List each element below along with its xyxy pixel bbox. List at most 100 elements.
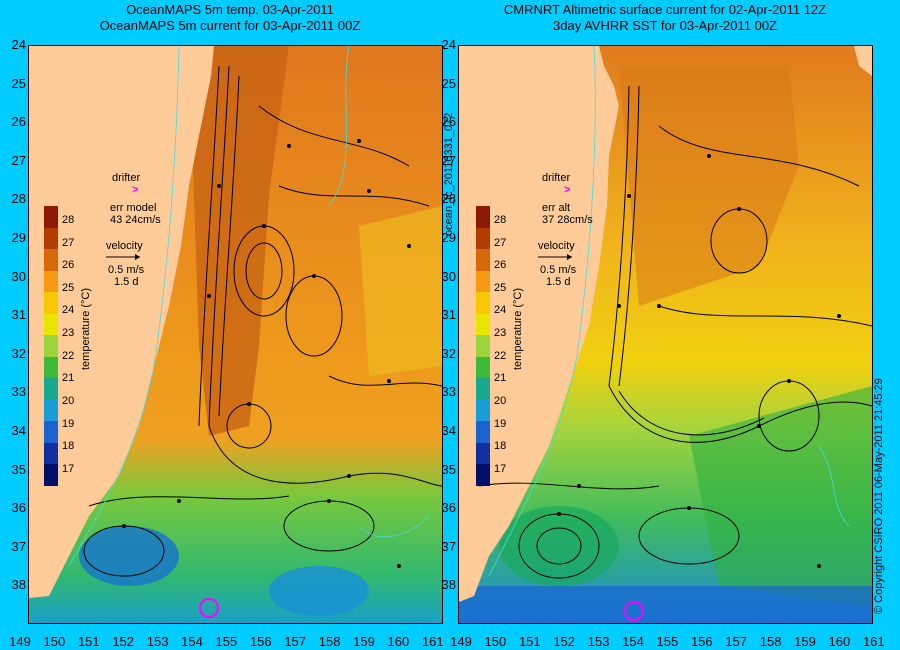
colorbar-swatch <box>44 421 58 444</box>
right-title-line1: CMRNRT Altimetric surface current for 02… <box>503 2 827 17</box>
left-y-tick: 27 <box>11 152 26 168</box>
colorbar-swatch <box>44 464 58 487</box>
left-y-tick: 31 <box>11 307 26 323</box>
left-y-tick: 32 <box>11 345 26 361</box>
colorbar-swatch <box>44 399 58 422</box>
right-y-tick: 38 <box>441 577 456 593</box>
colorbar-tick: 22 <box>62 349 75 362</box>
right-y-tick: 34 <box>441 423 456 438</box>
left-x-tick: 155 <box>215 634 238 649</box>
colorbar-tick: 25 <box>62 281 75 294</box>
left-x-tick: 156 <box>249 634 272 649</box>
right-y-tick: 37 <box>441 538 456 554</box>
right-y-tick: 26 <box>441 114 456 130</box>
copyright-label: © Copyright CSIRO 2011 06-May-2011 21:45… <box>873 378 885 614</box>
left-y-tick: 26 <box>11 114 26 130</box>
colorbar-swatch <box>476 464 490 487</box>
colorbar-swatch <box>476 270 490 293</box>
left-velocity-arrow-icon <box>106 254 140 260</box>
colorbar-swatch <box>476 313 490 336</box>
left-y-tick: 38 <box>11 577 26 593</box>
left-y-tick: 28 <box>11 191 26 207</box>
right-x-tick: 159 <box>794 634 816 649</box>
right-panel-title: CMRNRT Altimetric surface current for 02… <box>455 2 875 34</box>
right-x-tick: 158 <box>759 634 782 649</box>
model-run-id-label: ocean_fc_20110331_072 <box>443 112 455 236</box>
right-y-tick: 35 <box>441 461 456 477</box>
colorbar-swatch <box>44 292 58 315</box>
colorbar-swatch <box>476 206 490 229</box>
colorbar-tick: 17 <box>494 462 507 475</box>
colorbar-swatch <box>44 356 58 379</box>
colorbar-tick: 20 <box>494 394 507 407</box>
colorbar-tick: 24 <box>62 304 75 317</box>
right-y-tick: 27 <box>441 152 456 168</box>
left-err-label: err model <box>110 202 157 214</box>
colorbar-tick: 18 <box>494 440 507 453</box>
colorbar-swatch <box>44 378 58 401</box>
right-x-tick: 152 <box>553 634 576 649</box>
colorbar-tick: 25 <box>494 281 507 294</box>
left-y-tick: 24 <box>11 37 26 52</box>
colorbar-tick: 27 <box>62 236 75 249</box>
colorbar-tick: 21 <box>494 372 507 385</box>
left-map-svg <box>29 46 442 623</box>
right-err-label: err alt <box>542 202 571 214</box>
right-velocity-value: 0.5 m/s <box>540 264 577 276</box>
right-err-values: 37 28cm/s <box>542 214 593 226</box>
right-y-tick: 31 <box>441 307 456 323</box>
right-x-tick: 153 <box>587 634 610 649</box>
left-colorbar-title: temperature (°C) <box>80 287 92 370</box>
left-err-values: 43 24cm/s <box>110 214 161 226</box>
left-x-tick: 160 <box>387 634 410 649</box>
colorbar-swatch <box>476 249 490 272</box>
colorbar-swatch <box>44 227 58 250</box>
right-y-tick: 24 <box>441 37 456 52</box>
colorbar-swatch <box>476 356 490 379</box>
colorbar-swatch <box>476 335 490 358</box>
colorbar-tick: 26 <box>494 259 507 272</box>
right-x-tick: 155 <box>656 634 679 649</box>
colorbar-swatch <box>476 399 490 422</box>
right-map-svg <box>459 46 872 623</box>
right-colorbar <box>476 206 490 487</box>
right-x-tick: 149 <box>450 634 472 649</box>
colorbar-swatch <box>476 292 490 315</box>
left-y-tick: 37 <box>11 538 26 554</box>
right-x-tick: 151 <box>518 634 541 649</box>
right-y-tick: 30 <box>441 268 456 284</box>
left-x-tick: 159 <box>353 634 375 649</box>
colorbar-swatch <box>44 249 58 272</box>
left-drifter-marker: > <box>132 184 139 196</box>
colorbar-tick: 20 <box>62 394 75 407</box>
left-colorbar <box>44 206 58 487</box>
left-x-tick: 149 <box>9 634 31 649</box>
colorbar-swatch <box>44 313 58 336</box>
colorbar-tick: 23 <box>62 327 75 340</box>
colorbar-swatch <box>476 227 490 250</box>
left-x-tick: 158 <box>318 634 341 649</box>
left-y-tick: 33 <box>11 384 26 400</box>
right-y-tick: 33 <box>441 384 456 400</box>
colorbar-tick: 19 <box>62 417 75 430</box>
left-velocity-label: velocity <box>106 240 143 252</box>
right-title-line2: 3day AVHRR SST for 03-Apr-2011 00Z <box>553 18 777 33</box>
left-y-tick: 30 <box>11 268 26 284</box>
right-x-tick: 156 <box>690 634 713 649</box>
right-x-tick: 154 <box>622 634 644 649</box>
right-y-tick: 36 <box>441 500 456 516</box>
right-y-tick: 28 <box>441 191 456 207</box>
colorbar-tick: 27 <box>494 236 507 249</box>
left-map-panel <box>28 45 443 624</box>
right-y-tick: 29 <box>441 230 456 245</box>
right-x-tick: 161 <box>862 634 885 649</box>
left-x-tick: 154 <box>181 634 203 649</box>
colorbar-tick: 21 <box>62 372 75 385</box>
colorbar-swatch <box>476 421 490 444</box>
colorbar-swatch <box>44 442 58 465</box>
left-x-tick: 161 <box>421 634 444 649</box>
right-colorbar-title: temperature (°C) <box>512 287 524 370</box>
colorbar-tick: 28 <box>62 214 75 226</box>
colorbar-tick: 26 <box>62 259 75 272</box>
colorbar-tick: 28 <box>494 214 507 226</box>
